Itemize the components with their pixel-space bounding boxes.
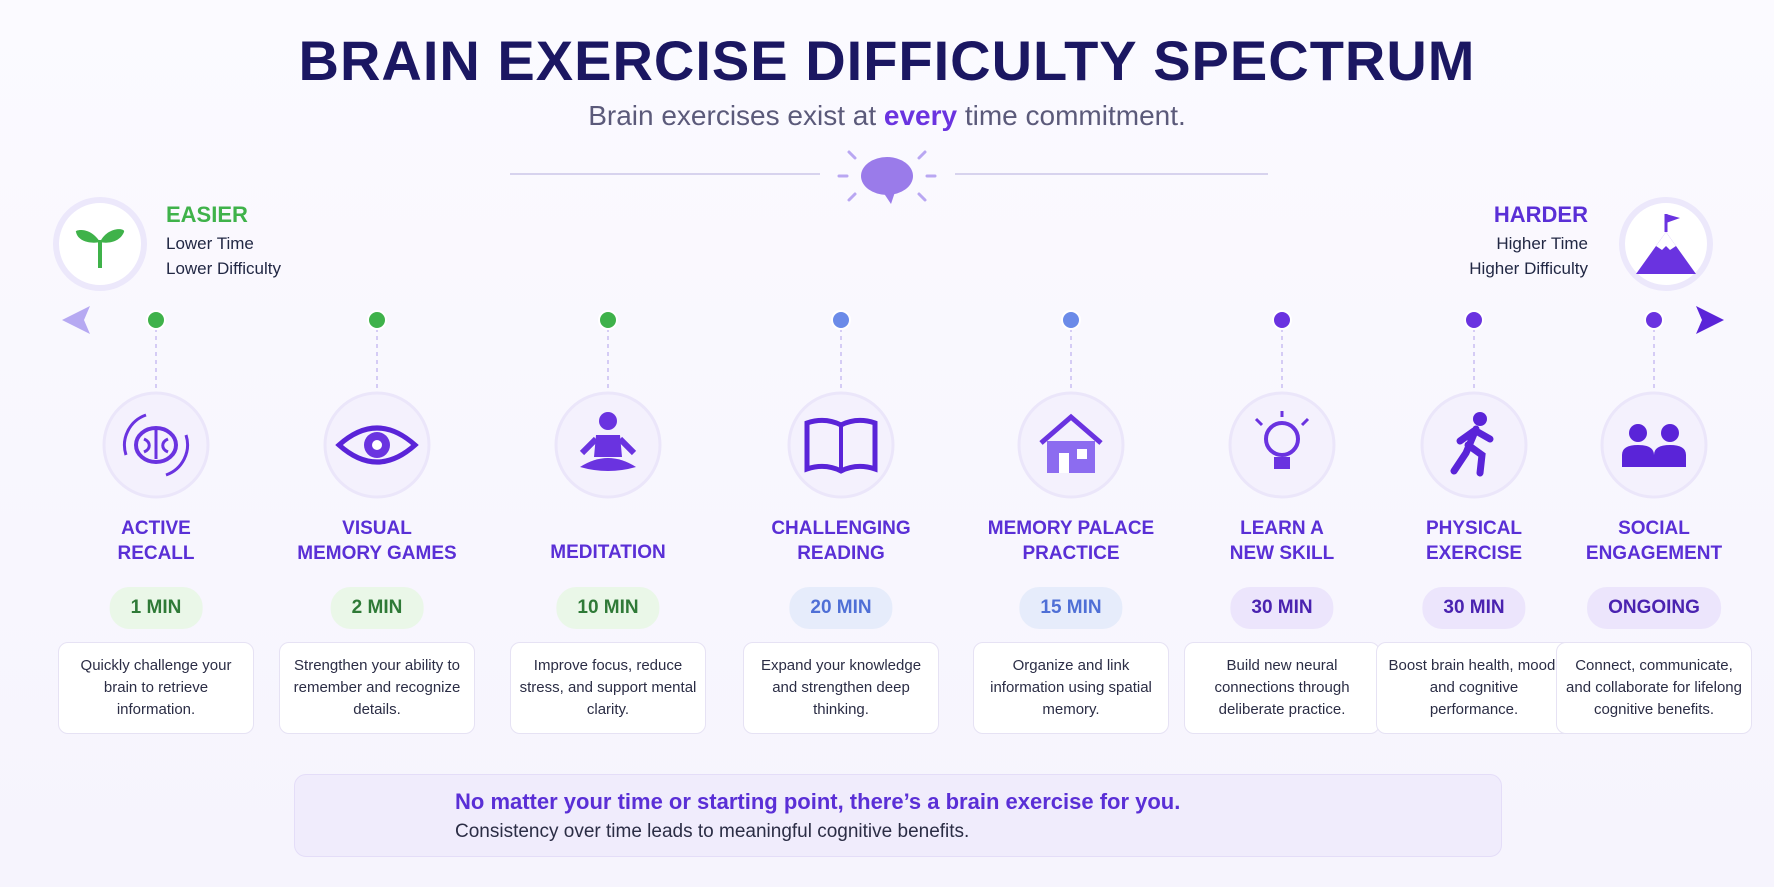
description: Expand your knowledge and strengthen dee… [743, 642, 939, 734]
description: Strengthen your ability to remember and … [279, 642, 475, 734]
description: Organize and link information using spat… [973, 642, 1169, 734]
icon [804, 417, 878, 474]
easier-label: EASIER [166, 202, 248, 227]
item-name: NEW SKILL [1229, 543, 1335, 564]
icon [579, 412, 637, 471]
item-name: RECALL [117, 543, 195, 564]
time-pill: 30 MIN [1230, 587, 1334, 629]
timeline-dot [1464, 310, 1484, 330]
harder-line: Higher Difficulty [1469, 259, 1588, 278]
item-name: SOCIAL [1618, 518, 1690, 539]
timeline-dot [1644, 310, 1664, 330]
item-name: MEDITATION [550, 542, 666, 563]
description: Connect, communicate, and collaborate fo… [1556, 642, 1752, 734]
time-pill: ONGOING [1587, 587, 1721, 629]
footer-text: Consistency over time leads to meaningfu… [455, 821, 970, 842]
item-name: MEMORY GAMES [297, 543, 457, 564]
timeline-dot [598, 310, 618, 330]
harder-label: HARDER [1493, 202, 1588, 227]
timeline-dot [1272, 310, 1292, 330]
description: Boost brain health, mood, and cognitive … [1376, 642, 1572, 734]
timeline-dot [367, 310, 387, 330]
icon [335, 425, 419, 465]
item-name: VISUAL [342, 518, 412, 539]
item-name: ACTIVE [121, 518, 191, 539]
description: Build new neural connections through del… [1184, 642, 1380, 734]
time-pill: 1 MIN [109, 587, 203, 629]
item-name: READING [797, 543, 885, 564]
subtitle-text: time commitment. [957, 100, 1186, 131]
timeline-dot [1061, 310, 1081, 330]
easier-line: Lower Difficulty [166, 259, 281, 278]
subtitle: Brain exercises exist at every time comm… [0, 100, 1774, 132]
time-pill: 30 MIN [1422, 587, 1526, 629]
title: BRAIN EXERCISE DIFFICULTY SPECTRUM [298, 29, 1476, 92]
item-name: PRACTICE [1022, 543, 1120, 564]
easier-line: Lower Time [166, 234, 254, 253]
time-pill: 2 MIN [330, 587, 424, 629]
description: Quickly challenge your brain to retrieve… [58, 642, 254, 734]
subtitle-highlight: every [883, 100, 958, 131]
timeline-dot [831, 310, 851, 330]
item-name: ENGAGEMENT [1585, 543, 1723, 564]
subtitle-text: Brain exercises exist at [588, 100, 884, 131]
description: Improve focus, reduce stress, and suppor… [510, 642, 706, 734]
item-name: EXERCISE [1425, 543, 1523, 564]
time-pill: 15 MIN [1019, 587, 1123, 629]
icon [1254, 411, 1310, 469]
item-name: MEMORY PALACE [987, 518, 1155, 539]
footer-headline: No matter your time or starting point, t… [455, 789, 1181, 814]
icon-circle [1228, 391, 1336, 499]
icon [1450, 412, 1494, 477]
item-name: PHYSICAL [1425, 518, 1523, 539]
footer-box: No matter your time or starting point, t… [294, 774, 1502, 857]
item-name: LEARN A [1240, 518, 1324, 539]
icon [1039, 413, 1103, 473]
icon [1622, 424, 1686, 467]
item-name: CHALLENGING [771, 518, 911, 539]
icon [122, 413, 190, 477]
time-pill: 10 MIN [556, 587, 660, 629]
harder-line: Higher Time [1496, 234, 1588, 253]
timeline-dot [146, 310, 166, 330]
time-pill: 20 MIN [789, 587, 893, 629]
icon-circle [1600, 391, 1708, 499]
